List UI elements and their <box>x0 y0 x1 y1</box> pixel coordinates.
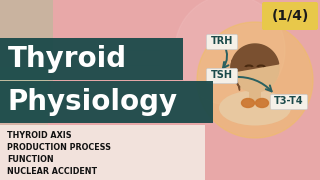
FancyBboxPatch shape <box>50 81 165 95</box>
FancyBboxPatch shape <box>0 38 183 80</box>
FancyBboxPatch shape <box>206 69 237 84</box>
Text: THYROID AXIS: THYROID AXIS <box>7 132 72 141</box>
FancyBboxPatch shape <box>262 2 318 30</box>
FancyBboxPatch shape <box>0 81 213 123</box>
FancyBboxPatch shape <box>60 66 160 80</box>
Text: Thyroid: Thyroid <box>8 45 127 73</box>
FancyBboxPatch shape <box>270 94 308 109</box>
Text: PRODUCTION PROCESS: PRODUCTION PROCESS <box>7 143 111 152</box>
Text: (1/4): (1/4) <box>271 9 309 23</box>
FancyBboxPatch shape <box>0 125 205 180</box>
Ellipse shape <box>255 98 268 107</box>
Text: NUCLEAR ACCIDENT: NUCLEAR ACCIDENT <box>7 166 97 176</box>
Ellipse shape <box>242 98 254 107</box>
Polygon shape <box>231 44 279 72</box>
Circle shape <box>197 22 313 138</box>
FancyBboxPatch shape <box>0 0 53 123</box>
Circle shape <box>231 44 279 92</box>
Ellipse shape <box>219 91 291 125</box>
FancyBboxPatch shape <box>75 38 160 50</box>
Text: TRH: TRH <box>211 37 233 46</box>
Circle shape <box>175 0 285 105</box>
Polygon shape <box>231 60 240 90</box>
FancyBboxPatch shape <box>60 51 160 65</box>
FancyBboxPatch shape <box>249 80 261 102</box>
FancyBboxPatch shape <box>206 35 237 50</box>
FancyBboxPatch shape <box>0 67 48 128</box>
Text: TSH: TSH <box>211 71 233 80</box>
Text: Physiology: Physiology <box>8 88 178 116</box>
Text: T3-T4: T3-T4 <box>274 96 304 107</box>
Text: FUNCTION: FUNCTION <box>7 154 54 163</box>
